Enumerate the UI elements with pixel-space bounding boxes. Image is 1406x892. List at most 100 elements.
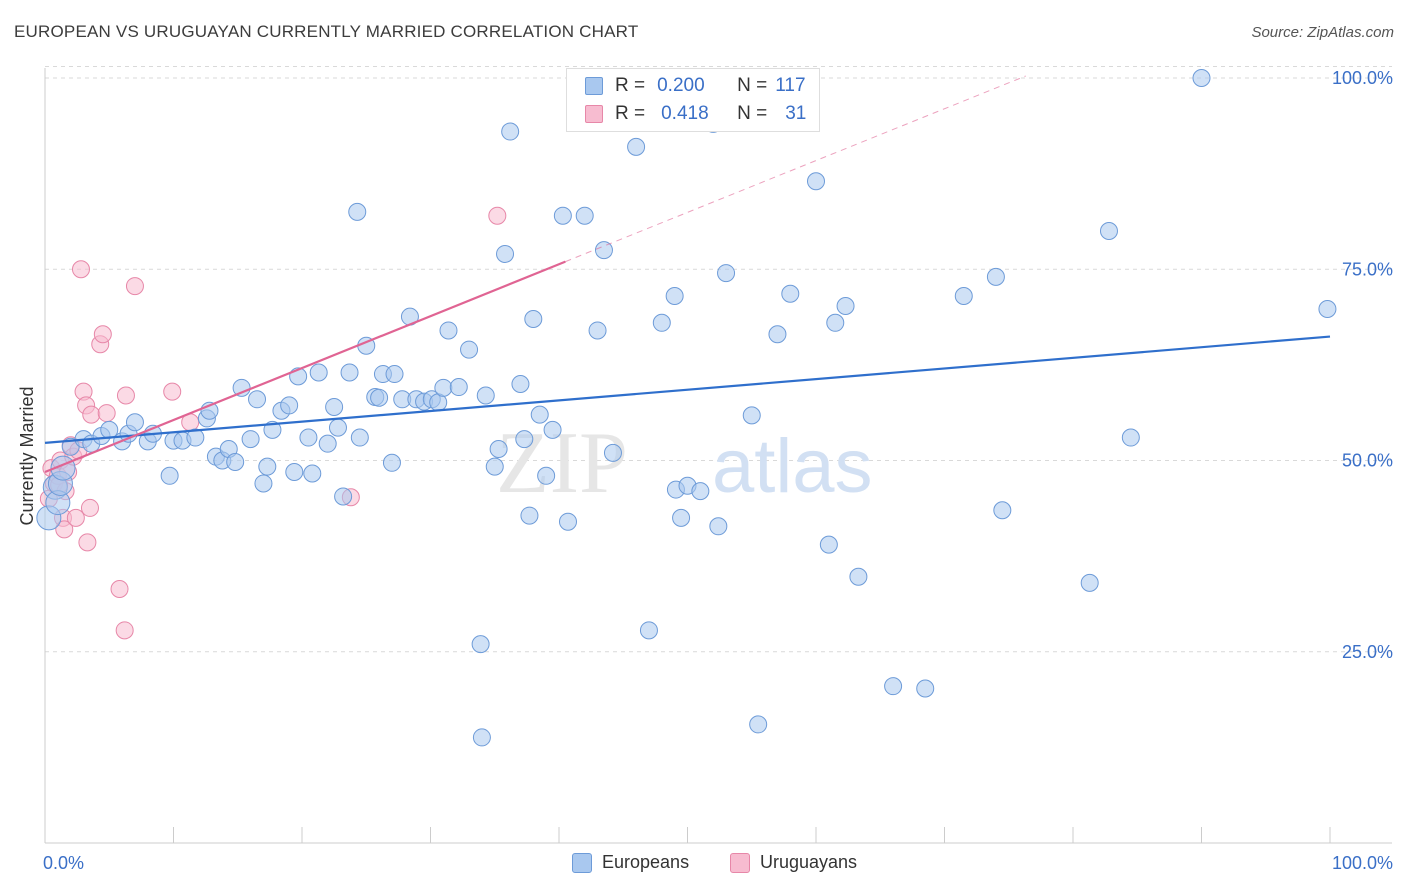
european-point bbox=[530, 405, 549, 424]
stats-row-uruguayans: R = 0.418 N = 31 bbox=[585, 101, 806, 127]
european-point bbox=[485, 457, 504, 476]
european-point bbox=[476, 386, 495, 405]
gridlines bbox=[45, 66, 1392, 653]
y-tick-label: 75.0% bbox=[1342, 259, 1393, 279]
europeans-swatch bbox=[585, 77, 603, 95]
x-tick-label-max: 100.0% bbox=[1332, 853, 1393, 873]
europeans-n-value: 117 bbox=[775, 75, 806, 96]
european-point bbox=[954, 287, 973, 306]
europeans-r-label: R = bbox=[615, 75, 646, 96]
uruguayan-point bbox=[78, 533, 97, 552]
european-point bbox=[639, 621, 658, 640]
european-point bbox=[439, 321, 458, 340]
european-point bbox=[543, 420, 562, 439]
legend-europeans-label: Europeans bbox=[602, 852, 690, 872]
european-point bbox=[1192, 69, 1211, 87]
european-point bbox=[515, 430, 534, 449]
european-point bbox=[836, 296, 855, 315]
european-point bbox=[558, 512, 577, 531]
uruguayan-point bbox=[66, 508, 85, 527]
uruguayan-point bbox=[71, 260, 90, 279]
european-point bbox=[263, 420, 282, 439]
european-point bbox=[537, 466, 556, 485]
european-point bbox=[520, 506, 539, 525]
european-point bbox=[348, 202, 367, 221]
european-point bbox=[768, 325, 787, 344]
uruguayans-trend-extension bbox=[565, 75, 1026, 263]
european-point bbox=[884, 677, 903, 696]
european-point bbox=[471, 635, 490, 654]
uruguayans-n-value: 31 bbox=[785, 103, 807, 124]
uruguayans-trend-line bbox=[44, 260, 566, 473]
european-point bbox=[1121, 428, 1140, 447]
european-point bbox=[742, 406, 761, 425]
europeans-trend-line bbox=[44, 335, 1331, 445]
uruguayans-swatch bbox=[585, 105, 603, 123]
european-point bbox=[511, 375, 530, 393]
uruguayan-point bbox=[110, 580, 129, 599]
y-tick-label: 25.0% bbox=[1342, 642, 1393, 662]
european-point bbox=[186, 428, 205, 447]
european-point bbox=[501, 122, 520, 141]
uruguayan-point bbox=[116, 386, 135, 405]
european-point bbox=[849, 567, 868, 586]
axis-labels: 25.0% 50.0% 75.0% 100.0% 0.0% 100.0% Currently… bbox=[17, 68, 1393, 873]
legend-uruguayans[interactable]: Uruguayans bbox=[730, 852, 857, 873]
european-point bbox=[350, 428, 369, 447]
european-point bbox=[627, 137, 646, 156]
uruguayans-r-value: 0.418 bbox=[661, 103, 709, 124]
european-point bbox=[226, 453, 245, 472]
european-point bbox=[303, 464, 322, 483]
axes bbox=[44, 68, 1392, 844]
european-point bbox=[603, 443, 622, 462]
legend-uruguayans-label: Uruguayans bbox=[760, 852, 858, 872]
european-point bbox=[125, 413, 144, 432]
european-point bbox=[334, 487, 353, 506]
uruguayan-point bbox=[80, 498, 99, 517]
european-point bbox=[749, 715, 768, 734]
european-point bbox=[819, 535, 838, 554]
uruguayan-point bbox=[163, 382, 182, 401]
y-tick-label: 50.0% bbox=[1342, 451, 1393, 471]
european-point bbox=[382, 453, 401, 472]
uruguayan-point bbox=[93, 325, 112, 344]
european-point bbox=[385, 365, 404, 384]
european-point bbox=[434, 378, 453, 397]
european-point bbox=[328, 418, 347, 437]
european-point bbox=[340, 363, 359, 382]
legend-europeans-swatch bbox=[572, 852, 592, 873]
european-point bbox=[672, 508, 691, 527]
uruguayans-n-label: N = bbox=[737, 103, 768, 124]
european-point bbox=[709, 517, 728, 536]
european-point bbox=[588, 321, 607, 340]
europeans-r-value: 0.200 bbox=[657, 75, 705, 96]
uruguayan-point bbox=[115, 621, 134, 640]
european-point bbox=[781, 284, 800, 303]
y-axis-title: Currently Married bbox=[17, 386, 37, 525]
european-point bbox=[449, 378, 468, 397]
stats-row-europeans: R = 0.200 N = 117 bbox=[585, 73, 806, 99]
european-point bbox=[1099, 222, 1118, 240]
european-point bbox=[496, 244, 515, 263]
legend-europeans[interactable]: Europeans bbox=[572, 852, 689, 873]
european-point bbox=[232, 378, 251, 397]
european-point bbox=[652, 313, 671, 332]
stats-box: R = 0.200 N = 117 R = 0.418 N = 31 bbox=[566, 68, 820, 132]
european-point bbox=[299, 428, 318, 447]
uruguayan-point bbox=[97, 404, 116, 423]
y-tick-label: 100.0% bbox=[1332, 68, 1393, 88]
european-point bbox=[258, 457, 277, 476]
source-label: Source: ZipAtlas.com bbox=[1251, 24, 1394, 41]
european-point bbox=[553, 206, 572, 225]
x-tick-label-min: 0.0% bbox=[43, 853, 84, 873]
watermark-zip: ZIP bbox=[496, 415, 628, 512]
european-point bbox=[318, 434, 337, 453]
watermark: ZIP atlas bbox=[496, 415, 873, 512]
european-point bbox=[986, 267, 1005, 286]
european-point bbox=[717, 264, 736, 283]
european-point bbox=[524, 309, 543, 328]
european-point bbox=[160, 466, 179, 485]
european-point bbox=[993, 501, 1012, 520]
european-point bbox=[1080, 573, 1099, 592]
